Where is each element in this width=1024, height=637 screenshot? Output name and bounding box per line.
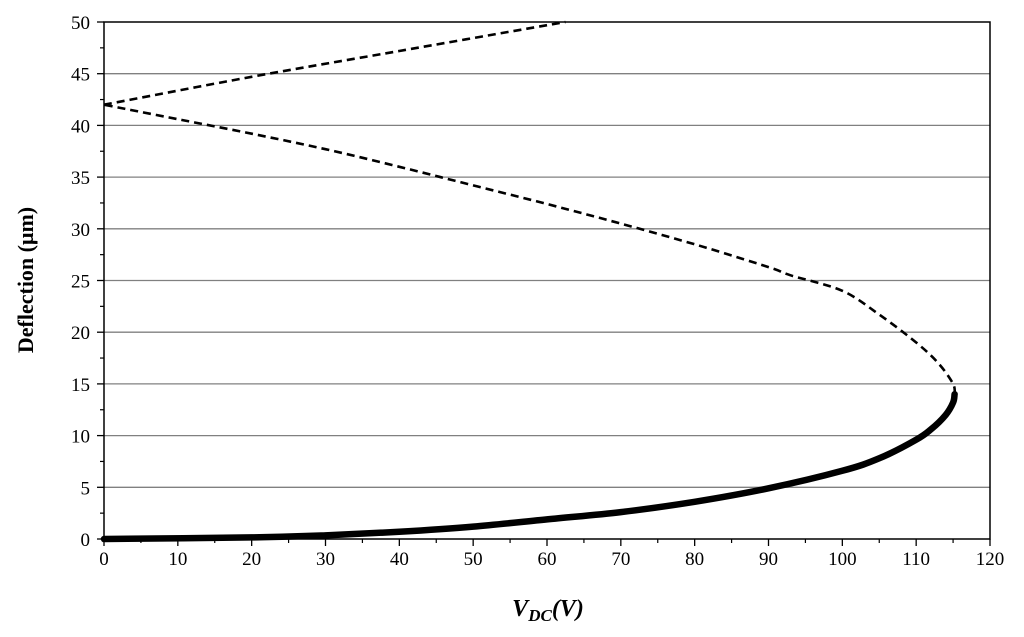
unstable-branch-line-1 — [103, 103, 957, 395]
y-tick-label: 15 — [71, 375, 90, 396]
x-axis-title-sub: DC — [527, 606, 552, 625]
x-tick-label: 60 — [538, 549, 557, 570]
x-tick-label: 30 — [316, 549, 335, 570]
x-tick-label: 20 — [242, 549, 261, 570]
y-tick-label: 5 — [81, 478, 91, 499]
x-tick-label: 100 — [828, 549, 857, 570]
y-tick-label: 25 — [71, 272, 90, 293]
x-tick-label: 80 — [685, 549, 704, 570]
y-tick-label: 45 — [71, 65, 90, 86]
y-tick-label: 50 — [71, 13, 90, 34]
series-group — [100, 20, 958, 543]
stable-branch-line-0 — [100, 390, 958, 543]
x-tick-label: 90 — [759, 549, 778, 570]
y-tick-label: 0 — [81, 530, 91, 551]
unstable-branch-line-2 — [103, 20, 566, 106]
x-tick-label: 0 — [99, 549, 109, 570]
x-tick-label: 110 — [902, 549, 930, 570]
y-axis-title: Deflection (μm) — [13, 207, 38, 353]
y-tick-label: 35 — [71, 168, 90, 189]
grid-lines — [104, 73, 990, 488]
tick-labels: 0 5 10 15 20 25 30 35 40 45 50 0 10 20 30 40 50 60 70 80 90 1… — [71, 13, 1004, 570]
x-tick-label: 10 — [168, 549, 187, 570]
x-tick-label: 40 — [390, 549, 409, 570]
y-tick-label: 20 — [71, 323, 90, 344]
x-axis-title: VDC(V) — [512, 596, 584, 625]
x-tick-label: 120 — [976, 549, 1005, 570]
y-tick-label: 10 — [71, 427, 90, 448]
x-tick-label: 70 — [611, 549, 630, 570]
x-axis-title-main: V — [512, 596, 530, 622]
x-tick-label: 50 — [464, 549, 483, 570]
y-tick-label: 40 — [71, 116, 90, 137]
y-tick-label: 30 — [71, 220, 90, 241]
x-axis-title-unit: (V) — [552, 596, 584, 622]
